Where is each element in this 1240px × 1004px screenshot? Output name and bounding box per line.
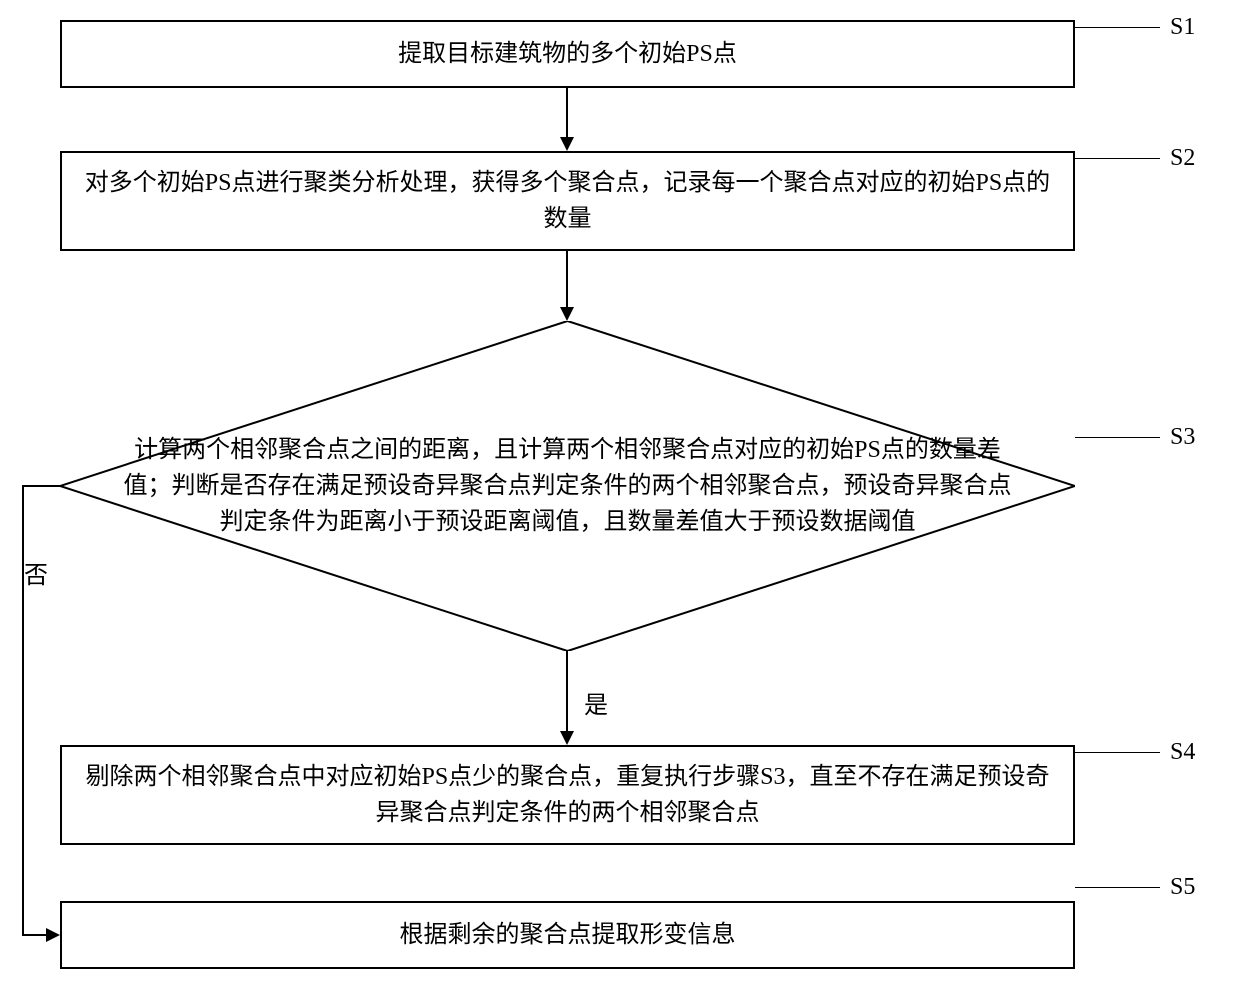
step-label-s2: S2 [1170, 145, 1195, 172]
arrow-head-no [46, 928, 60, 942]
step-label-s1: S1 [1170, 14, 1195, 41]
process-s2-text: 对多个初始PS点进行聚类分析处理，获得多个聚合点，记录每一个聚合点对应的初始PS… [74, 165, 1061, 237]
arrow-head-s3-s4 [560, 731, 574, 745]
flowchart-container: 提取目标建筑物的多个初始PS点 S1 对多个初始PS点进行聚类分析处理，获得多个… [0, 0, 1240, 1004]
no-label: 否 [24, 555, 48, 590]
arrow-s3-s4 [566, 651, 568, 732]
process-s4-text: 剔除两个相邻聚合点中对应初始PS点少的聚合点，重复执行步骤S3，直至不存在满足预… [74, 759, 1061, 831]
label-line-s5 [1075, 887, 1160, 888]
decision-s3-text-wrapper: 计算两个相邻聚合点之间的距离，且计算两个相邻聚合点对应的初始PS点的数量差值；判… [60, 321, 1075, 651]
yes-label: 是 [584, 685, 608, 720]
step-label-s5: S5 [1170, 874, 1195, 901]
arrow-head-s1-s2 [560, 137, 574, 151]
arrow-s1-s2 [566, 88, 568, 138]
decision-s3-text: 计算两个相邻聚合点之间的距离，且计算两个相邻聚合点对应的初始PS点的数量差值；判… [120, 432, 1015, 540]
label-line-s2 [1075, 158, 1160, 159]
decision-s3: 计算两个相邻聚合点之间的距离，且计算两个相邻聚合点对应的初始PS点的数量差值；判… [60, 321, 1075, 651]
label-line-s3 [1075, 437, 1160, 438]
arrow-head-s2-s3 [560, 307, 574, 321]
step-label-s3: S3 [1170, 424, 1195, 451]
process-s2: 对多个初始PS点进行聚类分析处理，获得多个聚合点，记录每一个聚合点对应的初始PS… [60, 151, 1075, 251]
no-line-h2 [22, 934, 47, 936]
no-line-v [22, 485, 24, 936]
label-line-s4 [1075, 752, 1160, 753]
process-s5-text: 根据剩余的聚合点提取形变信息 [400, 917, 736, 953]
no-line-h1 [22, 485, 60, 487]
process-s1: 提取目标建筑物的多个初始PS点 [60, 20, 1075, 88]
process-s5: 根据剩余的聚合点提取形变信息 [60, 901, 1075, 969]
arrow-s2-s3 [566, 251, 568, 308]
process-s1-text: 提取目标建筑物的多个初始PS点 [398, 36, 737, 72]
process-s4: 剔除两个相邻聚合点中对应初始PS点少的聚合点，重复执行步骤S3，直至不存在满足预… [60, 745, 1075, 845]
label-line-s1 [1075, 27, 1160, 28]
step-label-s4: S4 [1170, 739, 1195, 766]
